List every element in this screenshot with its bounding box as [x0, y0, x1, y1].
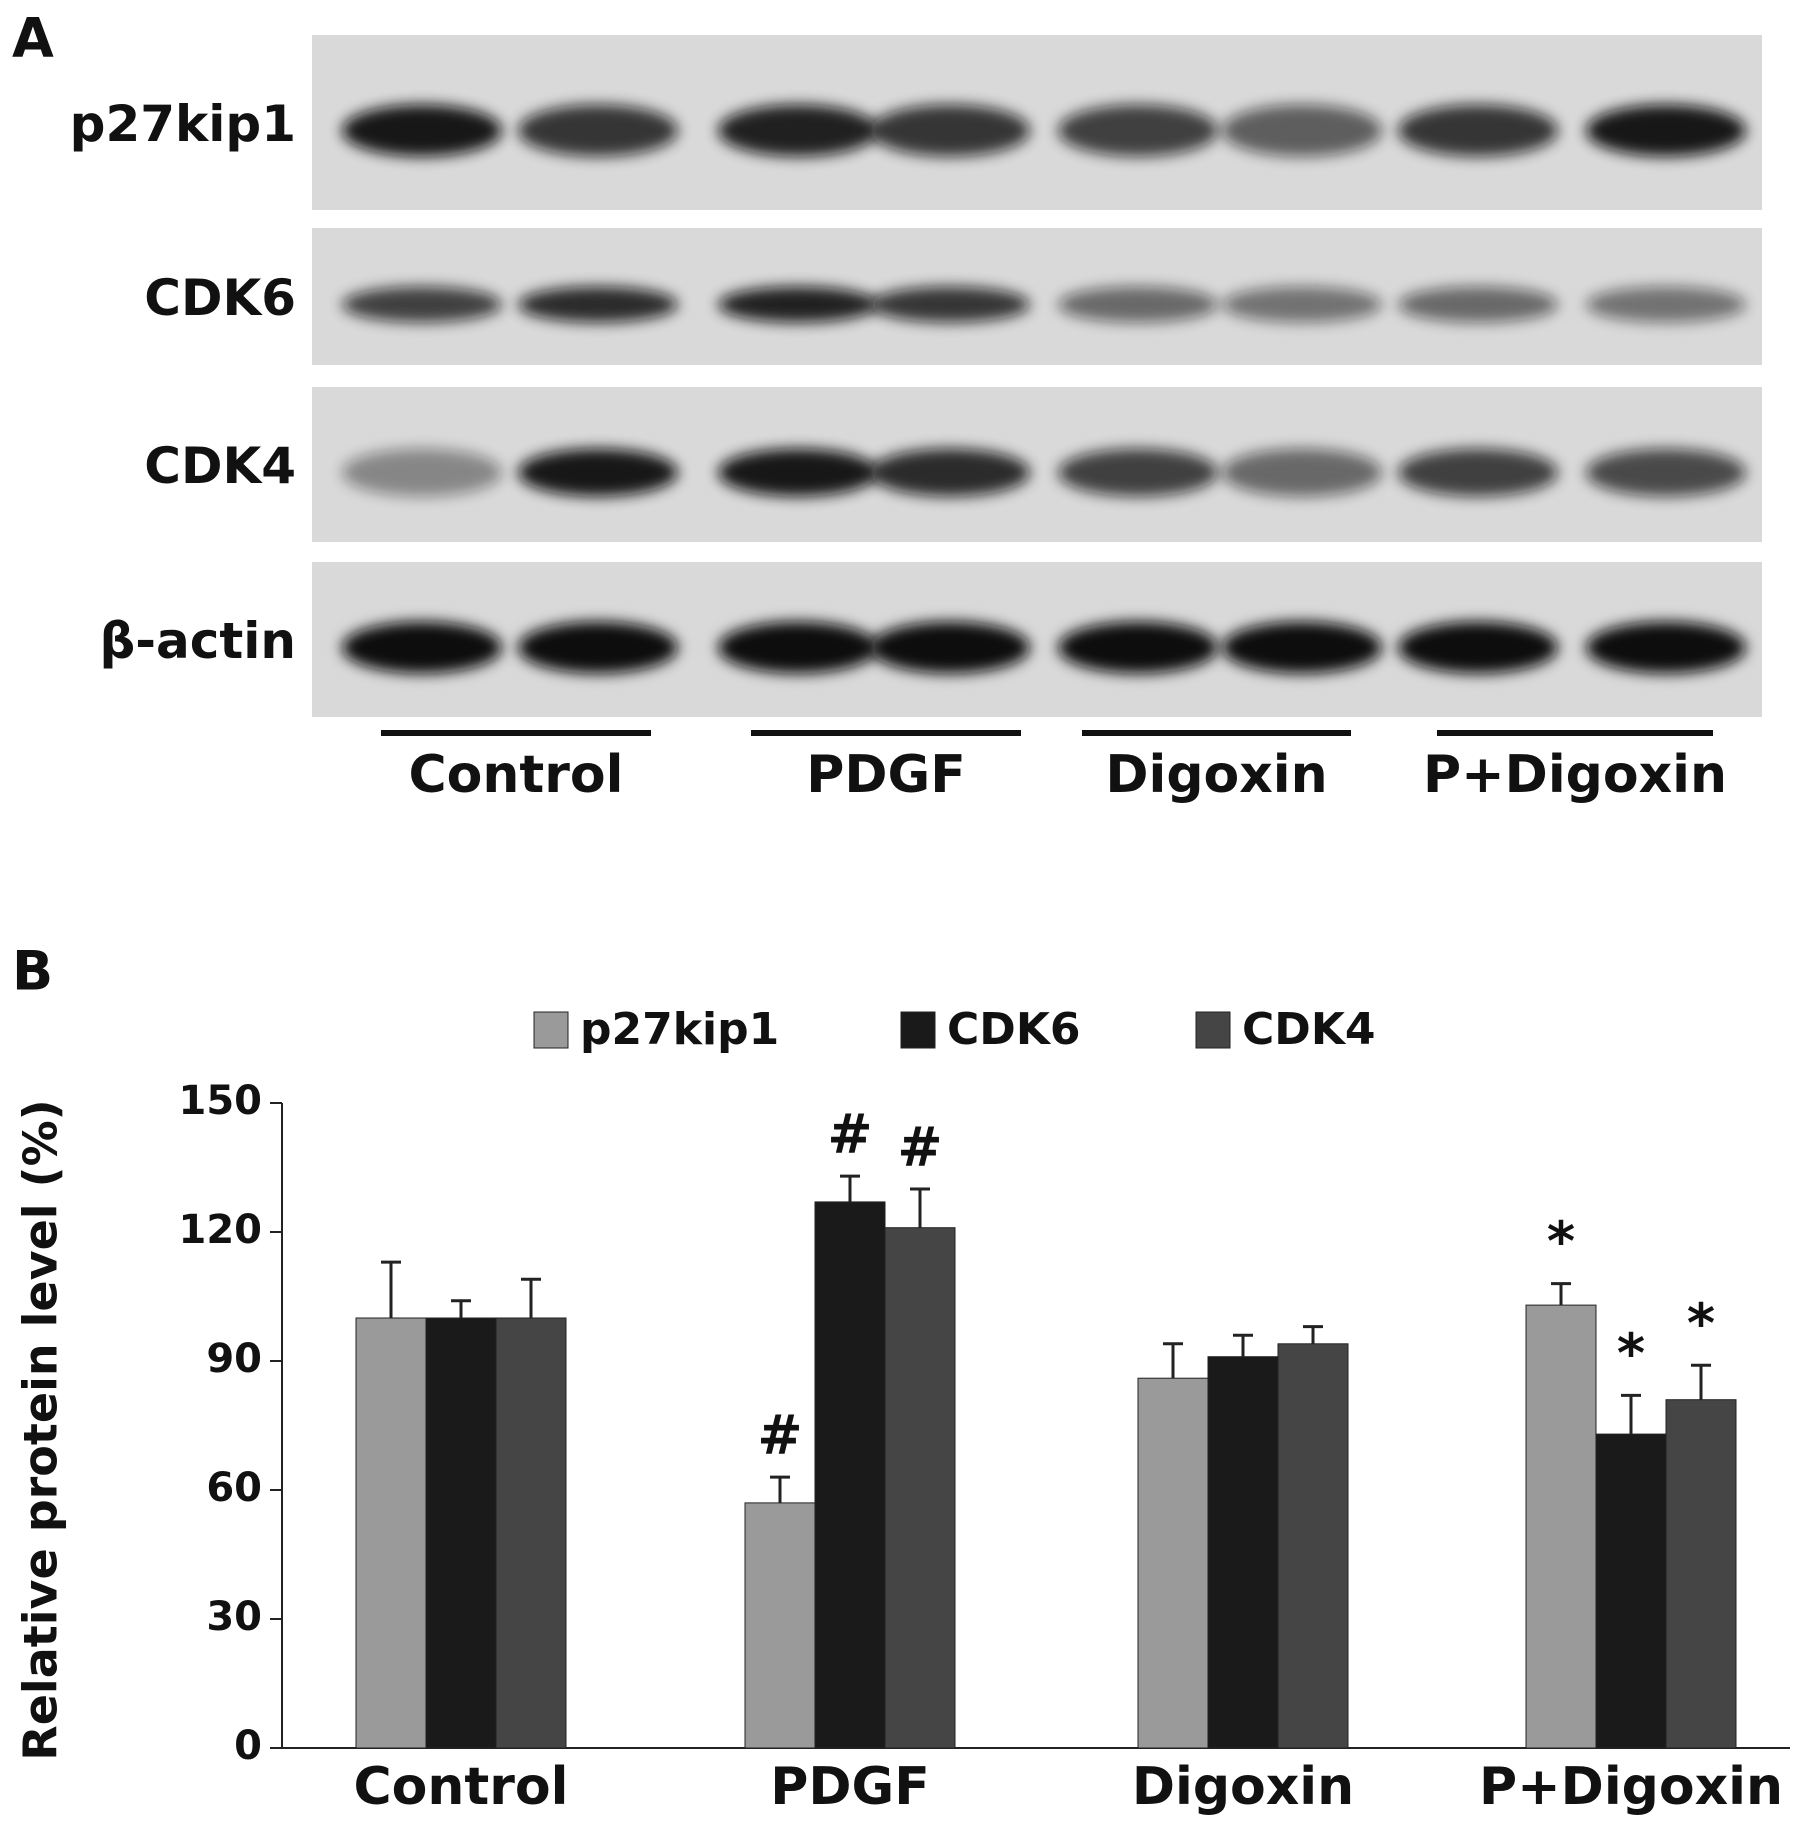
bar — [1525, 1304, 1597, 1749]
y-tick-label: 30 — [206, 1594, 262, 1640]
bar — [884, 1227, 956, 1749]
bar — [495, 1317, 567, 1749]
group-label: PDGF — [806, 745, 965, 805]
row-label: CDK6 — [144, 269, 296, 327]
group-label: Control — [409, 745, 624, 805]
blot-band — [1222, 104, 1382, 157]
significance-mark: # — [897, 1116, 942, 1179]
blot-band — [518, 448, 678, 497]
blot-band — [1222, 448, 1382, 497]
x-tick-label: P+Digoxin — [1479, 1757, 1783, 1817]
blot-band — [1058, 286, 1218, 323]
blot-band — [1222, 621, 1382, 674]
blot-band — [1398, 448, 1558, 497]
blot-band — [518, 621, 678, 674]
bar — [744, 1502, 816, 1749]
bar — [355, 1317, 427, 1749]
blot-band — [1398, 621, 1558, 674]
panel-label: A — [12, 7, 54, 70]
y-tick-label: 0 — [234, 1723, 262, 1769]
y-tick-label: 60 — [206, 1465, 262, 1511]
blot-band — [1586, 286, 1746, 323]
blot-band — [342, 621, 502, 674]
row-label: β-actin — [99, 612, 296, 670]
blot-band — [342, 286, 502, 323]
blot-band — [342, 104, 502, 157]
blot-band — [718, 448, 878, 497]
x-tick-label: PDGF — [770, 1757, 929, 1817]
legend-swatch — [533, 1011, 569, 1049]
blot-band — [1398, 286, 1558, 323]
blot-band — [1058, 104, 1218, 157]
legend-label: p27kip1 — [580, 1004, 779, 1055]
row-label: CDK4 — [144, 437, 296, 495]
blot-band — [518, 104, 678, 157]
blot-band — [718, 104, 878, 157]
blot-band — [1222, 286, 1382, 323]
blot-band — [870, 286, 1030, 323]
x-tick-label: Control — [354, 1757, 569, 1817]
y-axis-label: Relative protein level (%) — [14, 1099, 68, 1760]
blot-band — [1586, 104, 1746, 157]
blot-band — [1398, 104, 1558, 157]
significance-mark: # — [757, 1404, 802, 1467]
blot-band — [1586, 621, 1746, 674]
legend-swatch — [900, 1011, 936, 1049]
significance-mark: * — [1687, 1292, 1715, 1355]
blot-band — [1586, 448, 1746, 497]
y-tick-label: 120 — [179, 1207, 263, 1253]
bar — [425, 1317, 497, 1749]
bar — [1277, 1343, 1349, 1749]
bar — [1207, 1356, 1279, 1749]
row-label: p27kip1 — [70, 95, 296, 153]
significance-mark: # — [827, 1103, 872, 1166]
legend-label: CDK6 — [947, 1004, 1081, 1055]
blot-band — [718, 286, 878, 323]
legend-swatch — [1195, 1011, 1231, 1049]
blot-band — [342, 448, 502, 497]
group-label: Digoxin — [1105, 745, 1327, 805]
blot-band — [1058, 621, 1218, 674]
blot-band — [718, 621, 878, 674]
y-tick-label: 90 — [206, 1336, 262, 1382]
significance-mark: * — [1547, 1210, 1575, 1273]
panel-label: B — [12, 940, 53, 1003]
bar — [1595, 1433, 1667, 1749]
bar — [1665, 1399, 1737, 1749]
bar — [1137, 1377, 1209, 1749]
blot-band — [870, 448, 1030, 497]
blot-band — [870, 621, 1030, 674]
blot-band — [870, 104, 1030, 157]
significance-mark: * — [1617, 1322, 1645, 1385]
blot-band — [1058, 448, 1218, 497]
group-label: P+Digoxin — [1423, 745, 1727, 805]
legend-label: CDK4 — [1242, 1004, 1376, 1055]
x-tick-label: Digoxin — [1132, 1757, 1354, 1817]
y-tick-label: 150 — [179, 1078, 263, 1124]
blot-band — [518, 286, 678, 323]
bar — [814, 1201, 886, 1749]
